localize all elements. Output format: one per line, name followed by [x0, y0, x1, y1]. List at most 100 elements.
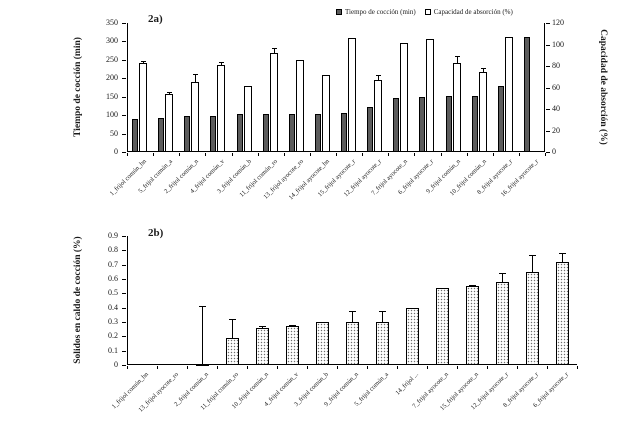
bar-tiempo: [367, 106, 374, 152]
x-tick-mark-2a: [362, 153, 364, 156]
error-bar-capacidad: [143, 60, 145, 63]
bar-tiempo: [262, 114, 269, 152]
x-tick-mark-2b: [127, 366, 128, 369]
legend-2a: Tiempo de cocción (min) Capacidad de abs…: [336, 8, 513, 16]
error-cap-solidos: [469, 284, 476, 286]
y-tick-mark-left-2a: [122, 59, 126, 61]
y-tick-label-2b: 0.8: [108, 245, 118, 255]
x-tick-mark-2a: [388, 153, 390, 156]
bar-capacidad: [321, 74, 330, 152]
y-tick-label-2b: 0.5: [108, 288, 118, 298]
error-bar-solidos: [562, 253, 563, 262]
legend-label-tiempo: Tiempo de cocción (min): [345, 8, 416, 16]
x-tick-mark-2a: [205, 153, 207, 156]
y-tick-label-2b: 0.7: [108, 259, 118, 269]
y-tick-label-left-2a: 250: [106, 54, 118, 64]
y-tick-label-2b: 0.1: [108, 345, 118, 355]
y-tick-mark-right-2a: [546, 130, 550, 132]
bar-capacidad: [478, 72, 487, 152]
y-tick-mark-right-2a: [546, 152, 550, 153]
bar-solidos: [525, 271, 539, 365]
bar-capacidad: [452, 62, 461, 152]
y-tick-label-2b: 0.4: [108, 302, 118, 312]
bar-tiempo: [158, 117, 165, 152]
error-cap-solidos: [289, 324, 296, 326]
y-tick-label-left-2a: 50: [110, 128, 118, 138]
bar-capacidad: [400, 43, 409, 152]
y-tick-mark-2b: [122, 322, 126, 323]
bar-solidos: [375, 322, 389, 365]
bar-tiempo: [314, 113, 321, 152]
bar-tiempo: [523, 36, 530, 152]
panel-label-2b: 2b): [148, 227, 164, 239]
error-bar-capacidad: [221, 61, 223, 65]
x-tick-mark-2a: [179, 153, 181, 156]
bar-solidos: [405, 307, 419, 365]
bar-tiempo: [393, 97, 400, 152]
y-tick-label-left-2a: 350: [106, 18, 118, 27]
bar-tiempo: [471, 95, 478, 152]
x-tick-mark-2a: [466, 153, 468, 156]
bar-capacidad: [348, 38, 357, 152]
error-cap-capacidad: [376, 74, 382, 76]
bar-solidos: [555, 261, 569, 365]
x-tick-mark-2a: [257, 153, 259, 156]
bar-capacidad: [269, 53, 278, 152]
y-tick-label-left-2a: 200: [106, 73, 118, 83]
error-cap-capacidad: [141, 60, 147, 62]
error-cap-capacidad: [480, 68, 486, 70]
y-tick-mark-left-2a: [122, 78, 126, 80]
x-tick-mark-2a: [283, 153, 285, 156]
y-tick-mark-right-2a: [546, 66, 550, 67]
x-tick-mark-2b: [367, 366, 368, 369]
y-tick-label-2b: 0.9: [108, 231, 118, 240]
error-bar-solidos: [232, 319, 233, 338]
y-tick-label-right-2a: 0: [552, 147, 556, 156]
error-bar-solidos: [202, 306, 203, 364]
bar-solidos: [195, 363, 209, 366]
bar-tiempo: [184, 116, 191, 152]
panel-label-2a: 2a): [148, 13, 163, 25]
y-tick-label-right-2a: 20: [552, 125, 560, 135]
error-cap-capacidad: [219, 61, 225, 63]
error-cap-solidos: [199, 306, 206, 308]
bar-solidos: [435, 287, 449, 365]
left-axis-title-2a: Tiempo de cocción (min): [73, 37, 83, 137]
y-tick-label-2b: 0: [114, 360, 118, 369]
y-tick-mark-2b: [122, 293, 126, 295]
x-tick-mark-2a: [336, 153, 337, 156]
bar-solidos: [255, 327, 269, 365]
bar-tiempo: [419, 96, 426, 152]
error-bar-solidos: [532, 254, 533, 272]
bar-capacidad: [191, 82, 200, 152]
x-tick-mark-2b: [457, 366, 458, 369]
y-tick-label-left-2a: 0: [114, 147, 118, 156]
y-tick-mark-left-2a: [122, 41, 126, 43]
error-bar-capacidad: [456, 56, 458, 63]
y-tick-mark-2b: [122, 365, 126, 366]
y-tick-label-right-2a: 100: [552, 39, 564, 49]
error-cap-capacidad: [167, 91, 173, 93]
y-tick-label-left-2a: 100: [106, 110, 118, 120]
y-tick-label-left-2a: 300: [106, 36, 118, 46]
x-tick-mark-2a: [231, 153, 233, 156]
bar-tiempo: [445, 96, 452, 152]
bar-solidos: [495, 281, 509, 365]
error-cap-capacidad: [271, 47, 277, 49]
bar-capacidad: [165, 93, 174, 152]
capacidad-swatch-icon: [424, 9, 431, 15]
y-tick-mark-2b: [122, 307, 126, 309]
x-tick-mark-2a: [518, 153, 520, 156]
y-tick-label-left-2a: 150: [106, 91, 118, 101]
x-tick-mark-2b: [517, 366, 518, 369]
y-tick-label-2b: 0.2: [108, 331, 118, 341]
error-cap-solidos: [259, 326, 266, 328]
error-cap-solidos: [529, 254, 536, 256]
error-cap-solidos: [559, 253, 566, 255]
y-tick-label-right-2a: 40: [552, 104, 560, 113]
bar-tiempo: [210, 115, 217, 152]
bar-solidos: [225, 337, 239, 365]
error-bar-capacidad: [195, 73, 197, 83]
y-tick-label-right-2a: 80: [552, 61, 560, 70]
